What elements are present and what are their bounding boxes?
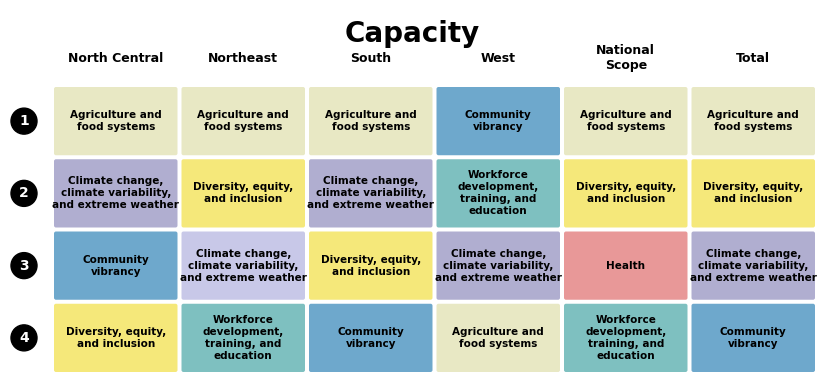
Text: Climate change,
climate variability,
and extreme weather: Climate change, climate variability, and… (52, 176, 179, 210)
Text: Community
vibrancy: Community vibrancy (720, 327, 786, 349)
Text: South: South (350, 51, 391, 64)
Text: Health: Health (606, 261, 645, 271)
Text: Community
vibrancy: Community vibrancy (337, 327, 404, 349)
Text: Climate change,
climate variability,
and extreme weather: Climate change, climate variability, and… (307, 176, 434, 210)
Text: Diversity, equity,
and inclusion: Diversity, equity, and inclusion (193, 182, 294, 204)
Circle shape (11, 325, 37, 351)
FancyBboxPatch shape (54, 304, 177, 372)
Circle shape (11, 252, 37, 279)
Text: 4: 4 (19, 331, 29, 345)
Text: Workforce
development,
training, and
education: Workforce development, training, and edu… (203, 315, 284, 361)
FancyBboxPatch shape (182, 159, 305, 227)
Text: Community
vibrancy: Community vibrancy (82, 255, 149, 277)
FancyBboxPatch shape (691, 159, 815, 227)
Text: Diversity, equity,
and inclusion: Diversity, equity, and inclusion (321, 255, 421, 277)
Text: Agriculture and
food systems: Agriculture and food systems (580, 110, 672, 132)
Text: Diversity, equity,
and inclusion: Diversity, equity, and inclusion (576, 182, 676, 204)
Text: Agriculture and
food systems: Agriculture and food systems (70, 110, 162, 132)
Text: Agriculture and
food systems: Agriculture and food systems (197, 110, 289, 132)
Text: Agriculture and
food systems: Agriculture and food systems (707, 110, 799, 132)
Text: Community
vibrancy: Community vibrancy (464, 110, 531, 132)
Text: Agriculture and
food systems: Agriculture and food systems (452, 327, 544, 349)
Circle shape (11, 108, 37, 134)
FancyBboxPatch shape (564, 304, 687, 372)
Text: 1: 1 (19, 114, 29, 128)
FancyBboxPatch shape (182, 304, 305, 372)
Text: North Central: North Central (68, 51, 163, 64)
Text: Northeast: Northeast (208, 51, 278, 64)
FancyBboxPatch shape (436, 232, 560, 300)
Text: Climate change,
climate variability,
and extreme weather: Climate change, climate variability, and… (435, 249, 562, 283)
Text: 3: 3 (19, 259, 29, 273)
FancyBboxPatch shape (691, 232, 815, 300)
Circle shape (11, 180, 37, 207)
Text: Diversity, equity,
and inclusion: Diversity, equity, and inclusion (703, 182, 804, 204)
FancyBboxPatch shape (436, 159, 560, 227)
FancyBboxPatch shape (309, 159, 432, 227)
Text: Workforce
development,
training, and
education: Workforce development, training, and edu… (458, 170, 539, 217)
Text: Workforce
development,
training, and
education: Workforce development, training, and edu… (585, 315, 667, 361)
Text: Total: Total (736, 51, 771, 64)
FancyBboxPatch shape (309, 304, 432, 372)
FancyBboxPatch shape (309, 232, 432, 300)
FancyBboxPatch shape (54, 232, 177, 300)
Text: National
Scope: National Scope (596, 44, 655, 72)
Text: Diversity, equity,
and inclusion: Diversity, equity, and inclusion (66, 327, 166, 349)
FancyBboxPatch shape (691, 304, 815, 372)
FancyBboxPatch shape (691, 87, 815, 155)
FancyBboxPatch shape (309, 87, 432, 155)
FancyBboxPatch shape (436, 304, 560, 372)
Text: West: West (481, 51, 516, 64)
FancyBboxPatch shape (564, 232, 687, 300)
Text: Capacity: Capacity (345, 20, 480, 48)
FancyBboxPatch shape (182, 232, 305, 300)
FancyBboxPatch shape (564, 159, 687, 227)
Text: Agriculture and
food systems: Agriculture and food systems (325, 110, 417, 132)
Text: Climate change,
climate variability,
and extreme weather: Climate change, climate variability, and… (180, 249, 307, 283)
FancyBboxPatch shape (564, 87, 687, 155)
FancyBboxPatch shape (54, 87, 177, 155)
Text: 2: 2 (19, 186, 29, 200)
Text: Climate change,
climate variability,
and extreme weather: Climate change, climate variability, and… (690, 249, 817, 283)
FancyBboxPatch shape (182, 87, 305, 155)
FancyBboxPatch shape (436, 87, 560, 155)
FancyBboxPatch shape (54, 159, 177, 227)
